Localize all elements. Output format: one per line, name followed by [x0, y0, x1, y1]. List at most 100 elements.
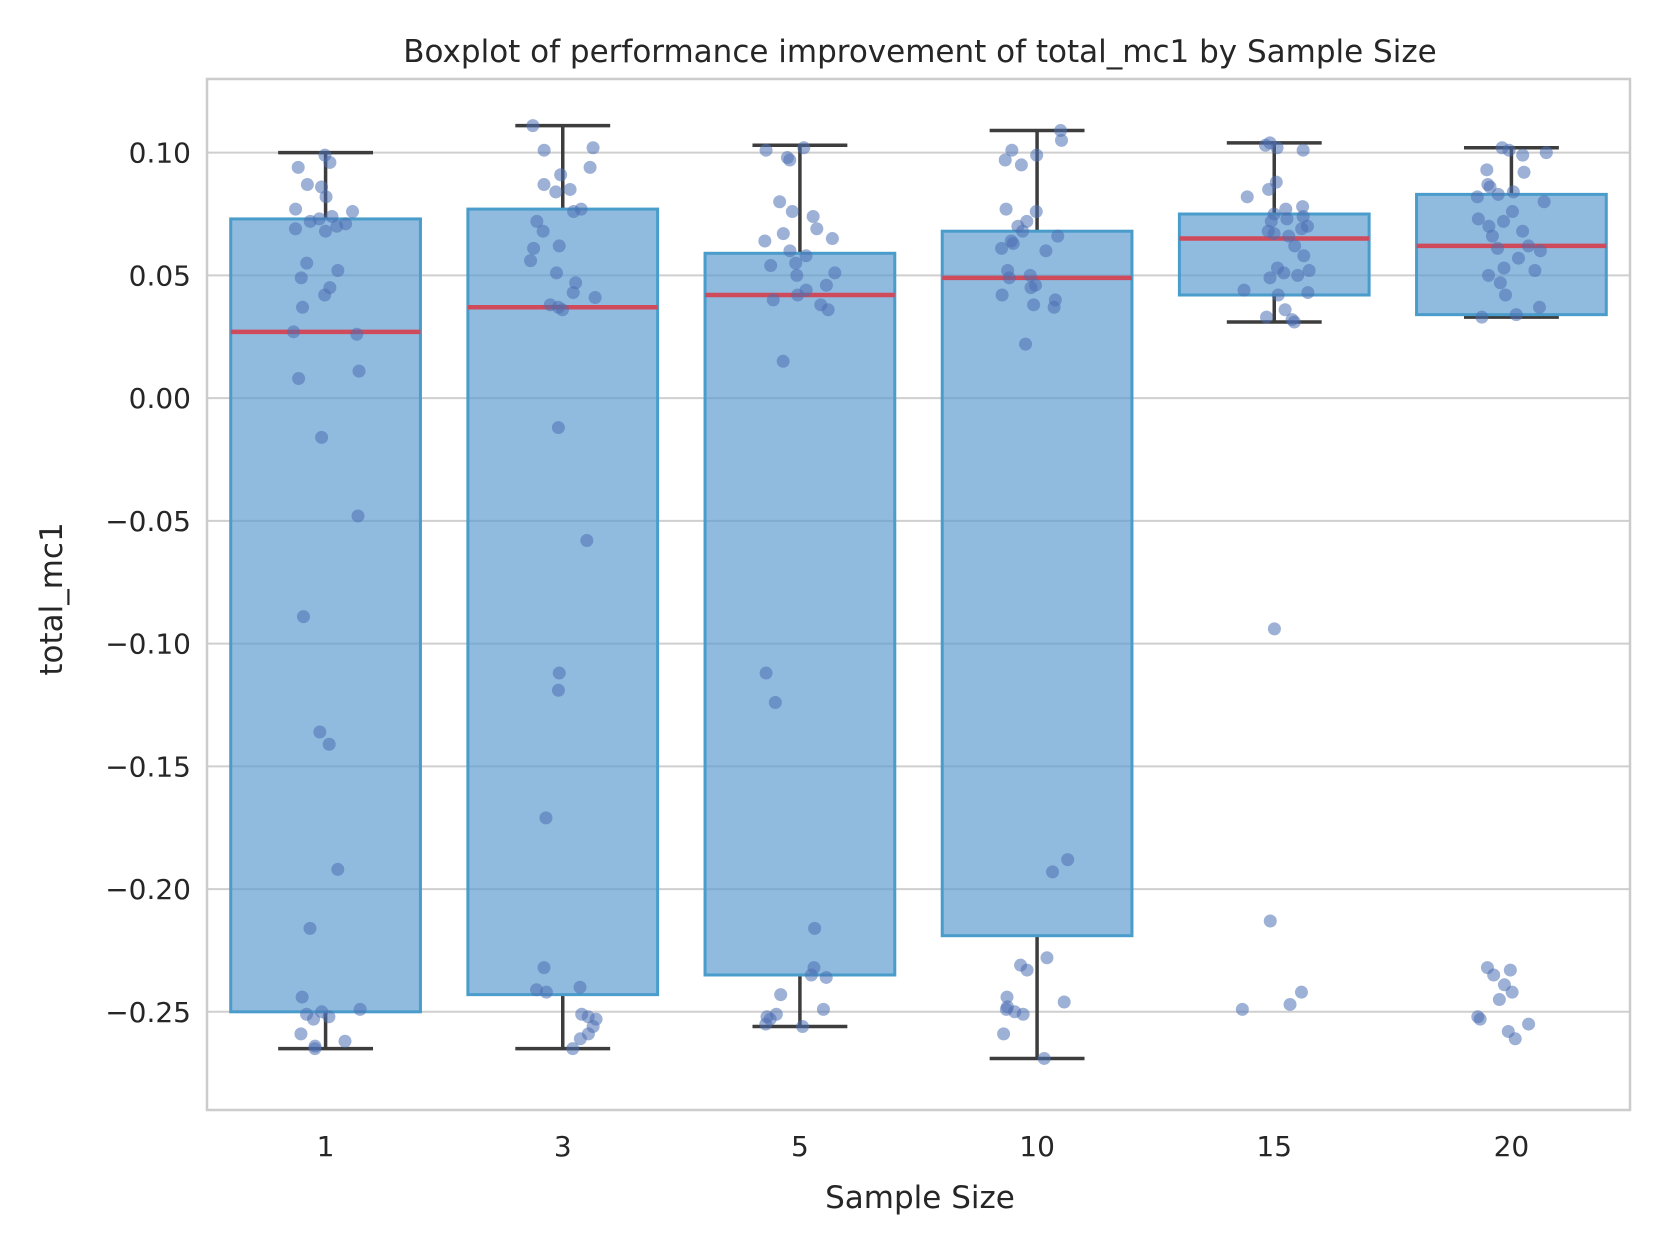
data-point [1287, 315, 1301, 329]
data-point [1260, 310, 1274, 324]
data-point [804, 968, 818, 982]
data-point [539, 985, 553, 999]
data-point [1505, 205, 1519, 219]
data-point [586, 141, 600, 155]
chart-title: Boxplot of performance improvement of to… [403, 34, 1436, 70]
data-point [1014, 158, 1028, 172]
data-point [555, 303, 569, 317]
data-point [1497, 261, 1511, 275]
data-point [1516, 224, 1530, 238]
data-point [1482, 268, 1496, 282]
data-point [995, 288, 1009, 302]
x-tick-label: 20 [1494, 1130, 1530, 1163]
y-tick-label: −0.15 [105, 750, 191, 783]
x-tick-labels: 1 3 5 10 15 20 [317, 1130, 1530, 1163]
data-point [1301, 286, 1315, 300]
data-point [530, 983, 544, 997]
data-point [1487, 968, 1501, 982]
data-point [1263, 914, 1277, 928]
data-point [322, 737, 336, 751]
data-point [1039, 244, 1053, 258]
data-point [1267, 622, 1281, 636]
data-point [759, 666, 773, 680]
data-point [1288, 239, 1302, 253]
data-point [790, 268, 804, 282]
data-point [313, 725, 327, 739]
y-tick-labels: 0.10 0.05 0.00 −0.05 −0.10 −0.15 −0.20 −0.25 [105, 137, 191, 1029]
data-point [821, 303, 835, 317]
data-point [539, 811, 553, 825]
data-point [1497, 214, 1511, 228]
data-point [998, 153, 1012, 167]
data-point [331, 862, 345, 876]
data-point [323, 155, 337, 169]
data-point [1295, 222, 1309, 236]
y-tick-label: −0.05 [105, 505, 191, 538]
data-point [997, 1027, 1011, 1041]
data-point [537, 143, 551, 157]
data-point [759, 1017, 773, 1031]
data-point [530, 214, 544, 228]
data-point [1267, 227, 1281, 241]
data-point [1517, 165, 1531, 179]
data-point [527, 241, 541, 255]
data-point [1280, 212, 1294, 226]
data-point [1016, 224, 1030, 238]
data-point [1502, 143, 1516, 157]
data-point [797, 141, 811, 155]
data-point [291, 160, 305, 174]
data-point [315, 180, 329, 194]
y-tick-label: 0.05 [129, 259, 191, 292]
data-point [1019, 337, 1033, 351]
data-point [300, 256, 314, 270]
data-point [566, 286, 580, 300]
data-point [322, 1010, 336, 1024]
y-tick-label: 0.00 [129, 382, 191, 415]
data-point [766, 293, 780, 307]
data-point [799, 249, 813, 263]
data-point [287, 325, 301, 339]
data-point [999, 202, 1013, 216]
data-point [1000, 990, 1014, 1004]
data-point [580, 533, 594, 547]
data-point [1046, 865, 1060, 879]
data-point [318, 224, 332, 238]
data-point [331, 263, 345, 277]
data-point [563, 182, 577, 196]
y-tick-label: −0.10 [105, 628, 191, 661]
data-point [551, 421, 565, 435]
data-point [1061, 853, 1075, 867]
data-point [1006, 236, 1020, 250]
data-point [351, 509, 365, 523]
data-point [537, 178, 551, 192]
y-axis-label: total_mc1 [34, 522, 70, 675]
data-point [1505, 985, 1519, 999]
y-tick-label: −0.20 [105, 873, 191, 906]
data-point [1537, 195, 1551, 209]
data-point [1499, 288, 1513, 302]
data-point [796, 1020, 810, 1034]
data-point [1482, 219, 1496, 233]
data-point [551, 683, 565, 697]
data-point [825, 232, 839, 246]
data-point [819, 970, 833, 984]
data-point [294, 1027, 308, 1041]
data-point [1002, 271, 1016, 285]
data-point [1511, 251, 1525, 265]
data-point [1296, 200, 1310, 214]
data-point [1521, 239, 1535, 253]
box-5 [703, 251, 897, 977]
data-point [1302, 263, 1316, 277]
data-point [1282, 229, 1296, 243]
data-point [810, 222, 824, 236]
data-point [583, 160, 597, 174]
data-point [1030, 148, 1044, 162]
data-point [995, 241, 1009, 255]
data-point [588, 290, 602, 304]
data-point [1054, 124, 1068, 138]
data-point [1491, 241, 1505, 255]
x-tick-label: 1 [317, 1130, 335, 1163]
data-point [352, 364, 366, 378]
data-point [296, 610, 310, 624]
